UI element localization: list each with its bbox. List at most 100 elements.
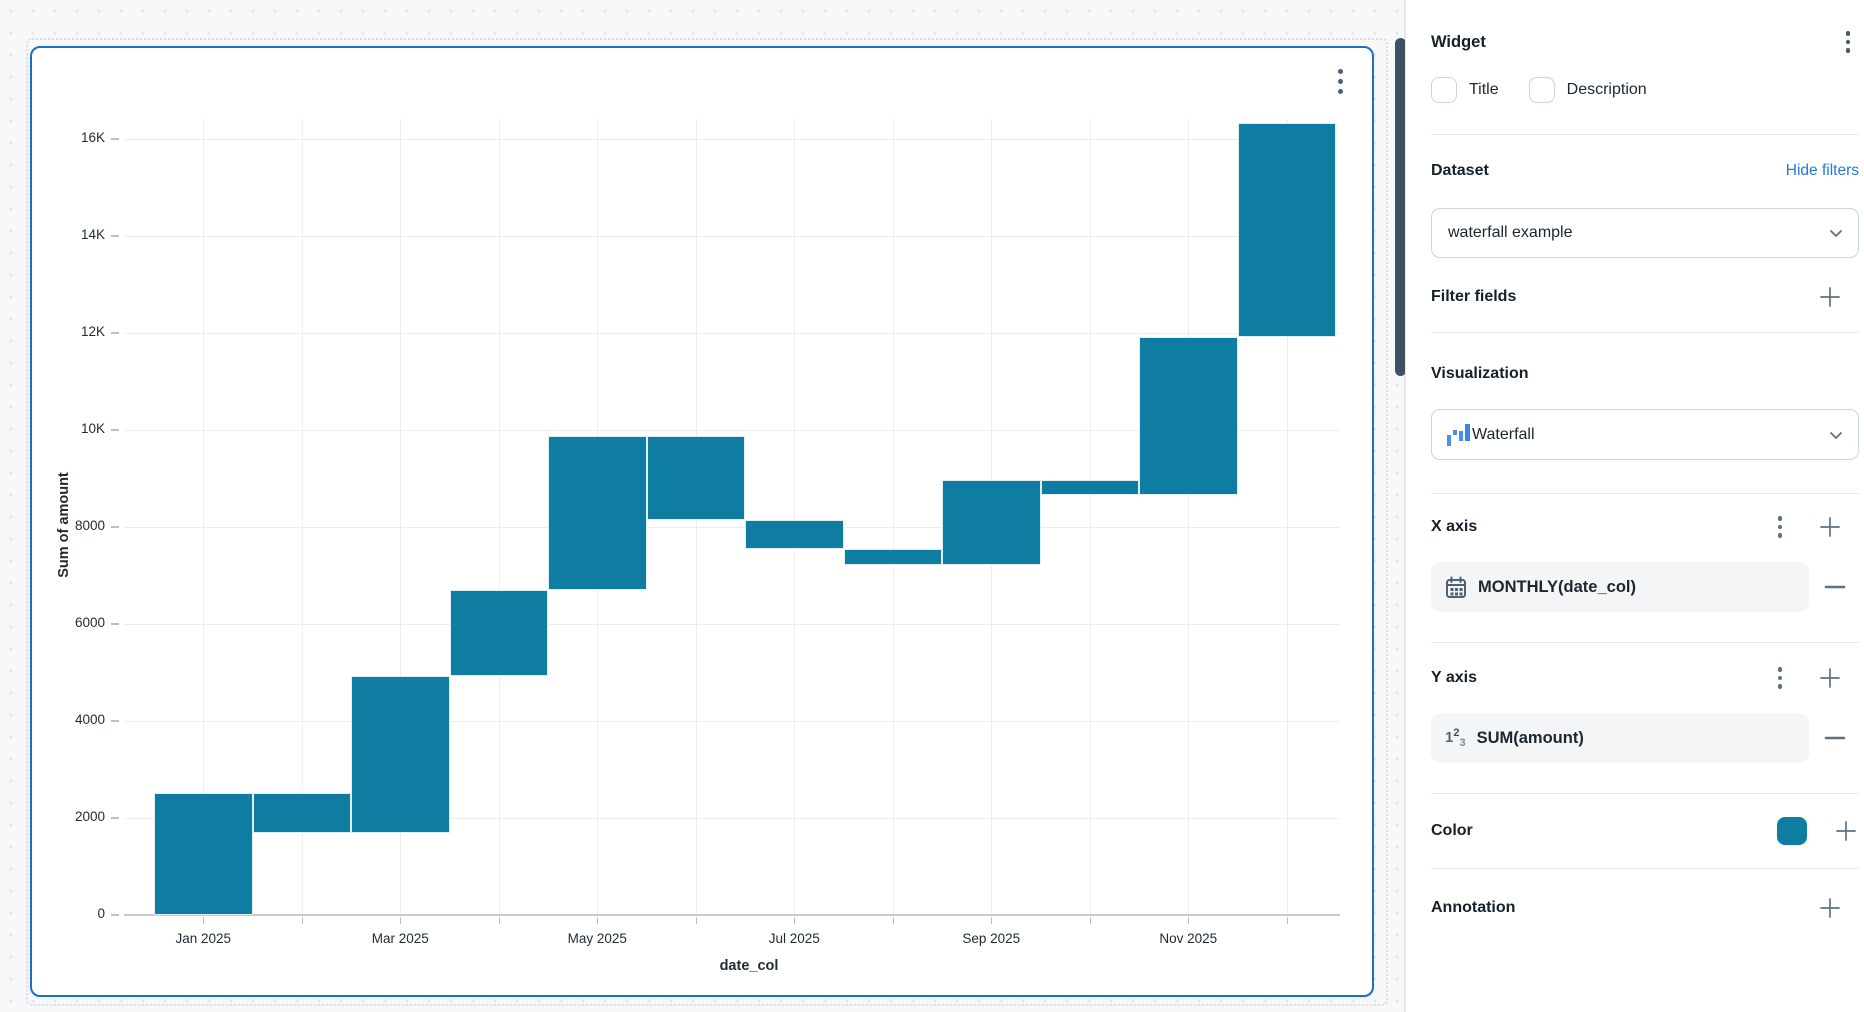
- widget-toggles-row: Title Description: [1431, 76, 1859, 104]
- x-axis-chip-actions: [1822, 574, 1848, 600]
- x-gridline: [1089, 118, 1091, 915]
- waterfall-bar[interactable]: [942, 479, 1041, 566]
- card-menu-icon[interactable]: [1329, 62, 1351, 100]
- waterfall-bar[interactable]: [646, 435, 745, 521]
- x-gridline: [892, 118, 894, 915]
- waterfall-bar[interactable]: [1040, 479, 1139, 496]
- title-checkbox[interactable]: [1431, 77, 1457, 103]
- y-axis-tick: [111, 914, 119, 916]
- add-annotation-button[interactable]: [1817, 895, 1843, 921]
- waterfall-bar[interactable]: [351, 676, 450, 833]
- plus-icon: [1820, 898, 1840, 918]
- dataset-label: Dataset: [1431, 162, 1489, 179]
- dataset-select-value: waterfall example: [1448, 224, 1573, 241]
- divider: [1431, 793, 1859, 794]
- y-axis-tick: [111, 138, 119, 140]
- add-filter-field-button[interactable]: [1817, 284, 1843, 310]
- waterfall-bar[interactable]: [252, 792, 351, 833]
- annotation-label: Annotation: [1431, 899, 1516, 916]
- waterfall-bar[interactable]: [449, 589, 548, 677]
- x-gridline: [400, 118, 402, 915]
- y-axis-tick: [111, 235, 119, 237]
- y-axis-tick-label: 4000: [74, 712, 105, 727]
- add-color-button[interactable]: [1833, 818, 1859, 844]
- panel-title: Widget: [1431, 32, 1486, 51]
- y-axis-tick-label: 16K: [80, 130, 105, 145]
- add-x-axis-field-button[interactable]: [1817, 514, 1843, 540]
- description-checkbox-label: Description: [1566, 81, 1647, 98]
- y-axis-field-label: SUM(amount): [1476, 728, 1584, 747]
- x-axis-tick: [1286, 917, 1288, 924]
- x-axis-tick-label: May 2025: [567, 931, 627, 946]
- plus-icon: [1820, 287, 1840, 307]
- number-123-icon: 123: [1445, 726, 1466, 749]
- x-axis-tick: [498, 917, 500, 924]
- waterfall-bar[interactable]: [745, 520, 844, 549]
- color-label: Color: [1431, 822, 1473, 839]
- x-axis-line: [124, 914, 1340, 916]
- grid-cell-outline: [26, 38, 1388, 1006]
- waterfall-bar[interactable]: [843, 548, 942, 566]
- dashboard-canvas: Sum of amount date_col 0 2000 4000 6000 8000…: [0, 0, 1406, 1012]
- x-axis-title: date_col: [719, 958, 779, 974]
- visualization-select[interactable]: Waterfall: [1431, 409, 1859, 460]
- y-axis-tick-label: 14K: [80, 227, 105, 242]
- color-swatch[interactable]: [1777, 817, 1807, 845]
- y-axis-tick: [111, 817, 119, 819]
- plus-icon: [1820, 517, 1840, 537]
- remove-y-axis-field-button[interactable]: [1822, 725, 1848, 751]
- y-gridline: [124, 623, 1340, 625]
- description-checkbox[interactable]: [1528, 77, 1555, 103]
- scrollbar-track: [1404, 0, 1405, 1012]
- add-y-axis-field-button[interactable]: [1817, 665, 1843, 691]
- y-axis-tick: [111, 720, 119, 722]
- color-row: Color: [1431, 816, 1859, 846]
- x-axis-tick: [597, 917, 599, 924]
- y-axis-tick-label: 6000: [74, 615, 105, 630]
- waterfall-bar[interactable]: [1139, 336, 1238, 496]
- waterfall-bar[interactable]: [548, 435, 647, 590]
- chart-card[interactable]: [30, 46, 1374, 997]
- y-gridline: [124, 332, 1340, 334]
- x-axis-tick: [794, 917, 796, 924]
- x-axis-tick: [991, 917, 993, 924]
- y-axis-chip-actions: [1822, 725, 1848, 751]
- x-gridline: [203, 118, 205, 915]
- widget-menu-icon[interactable]: [1837, 31, 1859, 53]
- y-gridline: [124, 817, 1340, 819]
- x-axis-tick-label: Sep 2025: [962, 931, 1021, 946]
- scrollbar[interactable]: [1395, 38, 1406, 376]
- waterfall-bar[interactable]: [1237, 122, 1336, 337]
- remove-x-axis-field-button[interactable]: [1822, 574, 1848, 600]
- plus-icon: [1820, 668, 1840, 688]
- waterfall-bar[interactable]: [154, 792, 253, 915]
- x-axis-menu-icon[interactable]: [1769, 516, 1791, 538]
- y-axis-tick: [111, 526, 119, 528]
- y-axis-tick: [111, 332, 119, 334]
- plus-icon: [1836, 821, 1856, 841]
- visualization-label: Visualization: [1431, 365, 1529, 382]
- chevron-down-icon: [1830, 431, 1842, 439]
- x-axis-tick: [1089, 917, 1091, 924]
- widget-header-row: Widget: [1431, 28, 1859, 56]
- y-axis-tick-label: 0: [97, 906, 105, 921]
- x-axis-field-chip[interactable]: MONTHLY(date_col): [1431, 562, 1809, 612]
- x-axis-tick: [695, 917, 697, 924]
- filter-fields-row: Filter fields: [1431, 283, 1859, 311]
- x-axis-tick: [1188, 917, 1190, 924]
- dataset-select[interactable]: waterfall example: [1431, 208, 1859, 258]
- y-axis-tick: [111, 623, 119, 625]
- y-axis-menu-icon[interactable]: [1769, 667, 1791, 689]
- y-axis-field-chip[interactable]: 123 SUM(amount): [1431, 713, 1809, 763]
- divider: [1431, 868, 1859, 869]
- y-axis-tick: [111, 429, 119, 431]
- y-gridline: [124, 138, 1340, 140]
- hide-filters-link[interactable]: Hide filters: [1785, 162, 1859, 179]
- y-gridline: [124, 526, 1340, 528]
- y-axis-tick-label: 2000: [74, 809, 105, 824]
- x-axis-header-row: X axis: [1431, 513, 1859, 541]
- x-gridline: [498, 118, 500, 915]
- x-axis-label: X axis: [1431, 518, 1478, 535]
- waterfall-chart-icon: [1447, 423, 1470, 446]
- x-axis-tick: [400, 917, 402, 924]
